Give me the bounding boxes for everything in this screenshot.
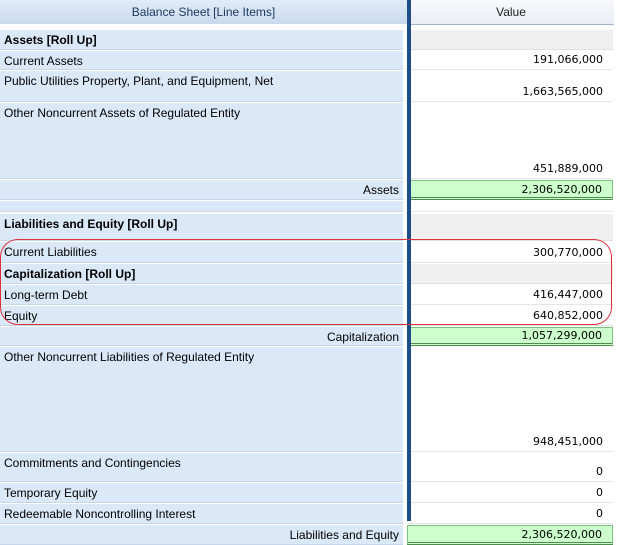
row-value-cell: 451,889,000 [407, 103, 613, 179]
row-value-cell [407, 264, 613, 284]
row-label-cell: Current Assets [0, 51, 403, 70]
row-label-cell: Assets [Roll Up] [0, 30, 403, 50]
total-row: Capitalization 1,057,299,000 [0, 327, 617, 346]
row-label-cell: Assets [0, 180, 403, 200]
row-value-cell: 1,057,299,000 [407, 327, 613, 346]
row-value-cell: 300,770,000 [407, 242, 613, 263]
row-label: Long-term Debt [4, 288, 88, 302]
table-row: Commitments and Contingencies 0 [0, 453, 617, 482]
row-label: Capitalization [326, 330, 399, 344]
row-value-cell: 0 [407, 483, 613, 503]
table-row: Public Utilities Property, Plant, and Eq… [0, 71, 617, 102]
row-value-cell [407, 30, 613, 50]
row-label: Temporary Equity [4, 486, 98, 500]
row-label-cell: Equity [0, 306, 403, 326]
row-label-cell: Liabilities and Equity [Roll Up] [0, 214, 403, 241]
row-label-cell: Liabilities and Equity [0, 525, 403, 545]
row-value-cell: 1,663,565,000 [407, 71, 613, 102]
row-value-cell [407, 201, 613, 212]
row-label-cell: Capitalization [Roll Up] [0, 264, 403, 284]
row-label-cell: Public Utilities Property, Plant, and Eq… [0, 71, 403, 102]
row-value-cell: 948,451,000 [407, 347, 613, 452]
spacer-row [0, 201, 617, 212]
rollup-row: Liabilities and Equity [Roll Up] [0, 214, 617, 241]
rollup-row: Capitalization [Roll Up] [0, 264, 617, 284]
row-value-cell: 0 [407, 453, 613, 482]
row-value-cell: 2,306,520,000 [407, 180, 613, 200]
row-value-cell [407, 214, 613, 241]
row-value-cell: 2,306,520,000 [407, 525, 613, 545]
table-row: Equity 640,852,000 [0, 306, 617, 326]
table-row: Redeemable Noncontrolling Interest 0 [0, 504, 617, 524]
row-label-cell: Long-term Debt [0, 285, 403, 305]
row-label: Assets [Roll Up] [4, 33, 97, 47]
row-label: Equity [4, 309, 38, 323]
value-column-header[interactable]: Value [408, 0, 614, 25]
row-label-cell [0, 201, 403, 212]
row-label: Assets [362, 183, 399, 197]
total-row: Assets 2,306,520,000 [0, 180, 617, 200]
table-row: Other Noncurrent Assets of Regulated Ent… [0, 103, 617, 179]
row-label: Public Utilities Property, Plant, and Eq… [4, 74, 274, 88]
table-row: Other Noncurrent Liabilities of Regulate… [0, 347, 617, 452]
row-label: Commitments and Contingencies [4, 456, 181, 470]
label-column-header[interactable]: Balance Sheet [Line Items] [0, 0, 408, 24]
row-value-cell: 191,066,000 [407, 51, 613, 70]
table-header: Balance Sheet [Line Items] Value [0, 0, 617, 25]
table-row: Long-term Debt 416,447,000 [0, 285, 617, 305]
row-value-cell: 0 [407, 504, 613, 524]
table-row: Temporary Equity 0 [0, 483, 617, 503]
row-label-cell: Redeemable Noncontrolling Interest [0, 504, 403, 524]
row-label: Other Noncurrent Assets of Regulated Ent… [4, 106, 241, 120]
row-label-cell: Current Liabilities [0, 242, 403, 263]
row-value-cell: 416,447,000 [407, 285, 613, 305]
row-label: Liabilities and Equity [Roll Up] [4, 217, 178, 231]
row-label: Capitalization [Roll Up] [4, 267, 136, 281]
row-label: Other Noncurrent Liabilities of Regulate… [4, 350, 255, 364]
row-label-cell: Other Noncurrent Assets of Regulated Ent… [0, 103, 403, 179]
row-label-cell: Commitments and Contingencies [0, 453, 403, 482]
table-row: Current Assets 191,066,000 [0, 51, 617, 70]
row-label: Current Assets [4, 54, 83, 68]
row-value-cell: 640,852,000 [407, 306, 613, 326]
row-label-cell: Capitalization [0, 327, 403, 346]
table-row: Current Liabilities 300,770,000 [0, 242, 617, 263]
row-label-cell: Other Noncurrent Liabilities of Regulate… [0, 347, 403, 452]
row-label: Liabilities and Equity [289, 528, 399, 542]
rollup-row: Assets [Roll Up] [0, 30, 617, 50]
column-divider [407, 0, 411, 521]
row-label: Redeemable Noncontrolling Interest [4, 507, 196, 521]
row-label: Current Liabilities [4, 245, 97, 259]
row-label-cell: Temporary Equity [0, 483, 403, 503]
total-row: Liabilities and Equity 2,306,520,000 [0, 525, 617, 545]
